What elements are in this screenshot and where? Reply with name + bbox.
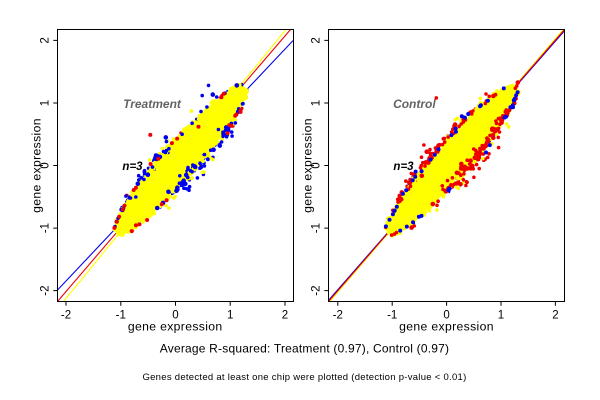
svg-text:Average R-squared: Treatment (: Average R-squared: Treatment (0.97), Con… <box>160 342 449 356</box>
svg-text:-1: -1 <box>40 223 52 233</box>
svg-text:Control: Control <box>393 97 436 111</box>
svg-text:2: 2 <box>40 37 52 43</box>
svg-text:-2: -2 <box>333 310 343 322</box>
svg-text:1: 1 <box>311 100 323 106</box>
svg-text:0: 0 <box>443 310 449 322</box>
svg-text:gene expression: gene expression <box>30 118 44 213</box>
svg-text:1: 1 <box>498 310 504 322</box>
svg-text:n=3: n=3 <box>393 161 414 173</box>
svg-text:2: 2 <box>552 310 558 322</box>
svg-text:2: 2 <box>282 310 288 322</box>
svg-text:gene expression: gene expression <box>301 118 315 213</box>
svg-text:0: 0 <box>311 162 323 168</box>
svg-text:-2: -2 <box>311 285 323 295</box>
svg-text:2: 2 <box>311 37 323 43</box>
svg-text:n=3: n=3 <box>122 161 143 173</box>
svg-text:1: 1 <box>40 100 52 106</box>
svg-text:gene expression: gene expression <box>399 320 494 334</box>
svg-text:0: 0 <box>40 162 52 168</box>
svg-text:-1: -1 <box>116 310 126 322</box>
svg-text:0: 0 <box>172 310 178 322</box>
svg-text:gene expression: gene expression <box>128 320 223 334</box>
svg-text:-2: -2 <box>40 285 52 295</box>
svg-text:Genes detected at least one ch: Genes detected at least one chip were pl… <box>142 372 466 383</box>
svg-text:-1: -1 <box>311 223 323 233</box>
svg-text:Treatment: Treatment <box>123 97 182 111</box>
svg-text:-2: -2 <box>61 310 71 322</box>
svg-text:-1: -1 <box>387 310 397 322</box>
svg-text:1: 1 <box>227 310 233 322</box>
